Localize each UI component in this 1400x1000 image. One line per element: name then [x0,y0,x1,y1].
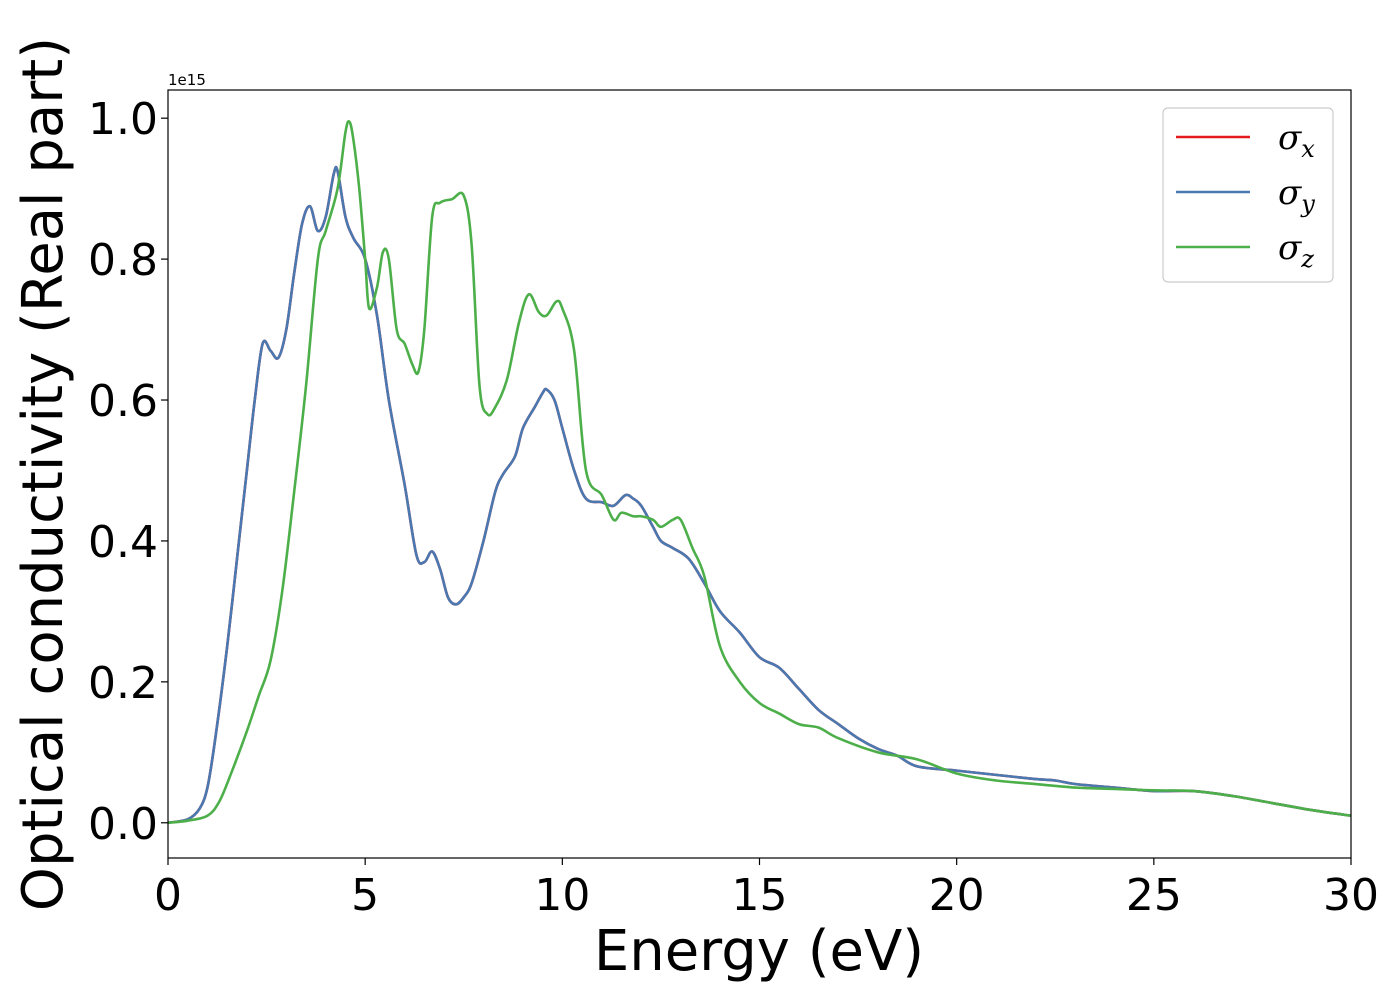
legend-frame [1162,107,1334,283]
y-tick-label: 1.0 [88,94,158,145]
y-axis: 0.0 0.2 0.4 0.6 0.8 1.0 [88,94,168,850]
x-axis: 0 5 10 15 20 25 30 [154,858,1379,921]
series-line-z [167,119,1352,825]
y-tick-label: 0.6 [88,376,158,427]
y-tick-label: 0.4 [88,517,158,568]
x-tick-label: 10 [534,870,590,921]
y-axis-title: Optical conductivity (Real part) [11,37,76,911]
x-axis-title: Energy (eV) [594,919,924,984]
x-tick-label: 30 [1323,870,1379,921]
x-tick-label: 25 [1126,870,1182,921]
y-tick-label: 0.2 [88,658,158,709]
x-tick-label: 20 [929,870,985,921]
x-tick-label: 15 [732,870,788,921]
x-tick-label: 0 [154,870,182,921]
x-tick-label: 5 [351,870,379,921]
y-tick-label: 0.0 [88,799,158,850]
series-layer [167,119,1352,825]
y-offset-text: 1e15 [168,71,206,89]
y-tick-label: 0.8 [88,235,158,286]
